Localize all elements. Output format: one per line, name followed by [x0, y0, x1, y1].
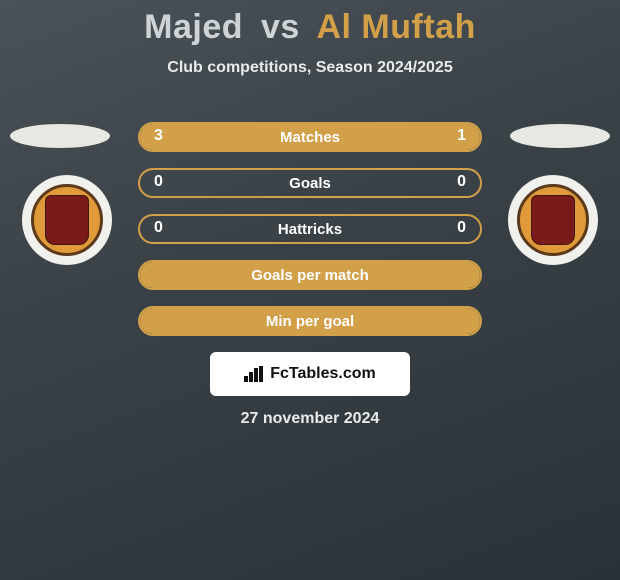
stat-value-left: 0: [154, 219, 163, 237]
stat-row: Goals per match: [138, 260, 482, 290]
stat-label: Matches: [140, 129, 480, 146]
stat-row: Hattricks0 0: [138, 214, 482, 244]
vs-text: vs: [261, 8, 300, 46]
stat-label: Goals per match: [140, 267, 480, 284]
stat-row: Matches3 1: [138, 122, 482, 152]
brand-text: FcTables.com: [270, 365, 376, 383]
stat-value-right: 0: [457, 219, 466, 237]
stats-container: Matches31Goals00Hattricks00Goals per mat…: [138, 122, 482, 352]
stat-value-right: 1: [457, 127, 466, 145]
subtitle: Club competitions, Season 2024/2025: [0, 59, 620, 77]
brand-box: FcTables.com: [210, 352, 410, 396]
footer-date: 27 november 2024: [0, 410, 620, 428]
player1-ellipse: [10, 124, 110, 148]
stat-value-left: 0: [154, 173, 163, 191]
player1-avatar: [22, 175, 112, 265]
stat-row: Min per goal: [138, 306, 482, 336]
page-title: Majed vs Al Muftah: [0, 8, 620, 47]
stat-value-right: 0: [457, 173, 466, 191]
stat-row: Goals0 0: [138, 168, 482, 198]
player2-ellipse: [510, 124, 610, 148]
stat-label: Min per goal: [140, 313, 480, 330]
stat-label: Goals: [140, 175, 480, 192]
player2-name: Al Muftah: [316, 8, 475, 46]
club-badge-icon: [31, 184, 103, 256]
stat-value-left: 3: [154, 127, 163, 145]
club-badge-icon: [517, 184, 589, 256]
bar-chart-icon: [244, 366, 264, 382]
player2-avatar: [508, 175, 598, 265]
header: Majed vs Al Muftah Club competitions, Se…: [0, 0, 620, 77]
stat-label: Hattricks: [140, 221, 480, 238]
player1-name: Majed: [144, 8, 243, 46]
